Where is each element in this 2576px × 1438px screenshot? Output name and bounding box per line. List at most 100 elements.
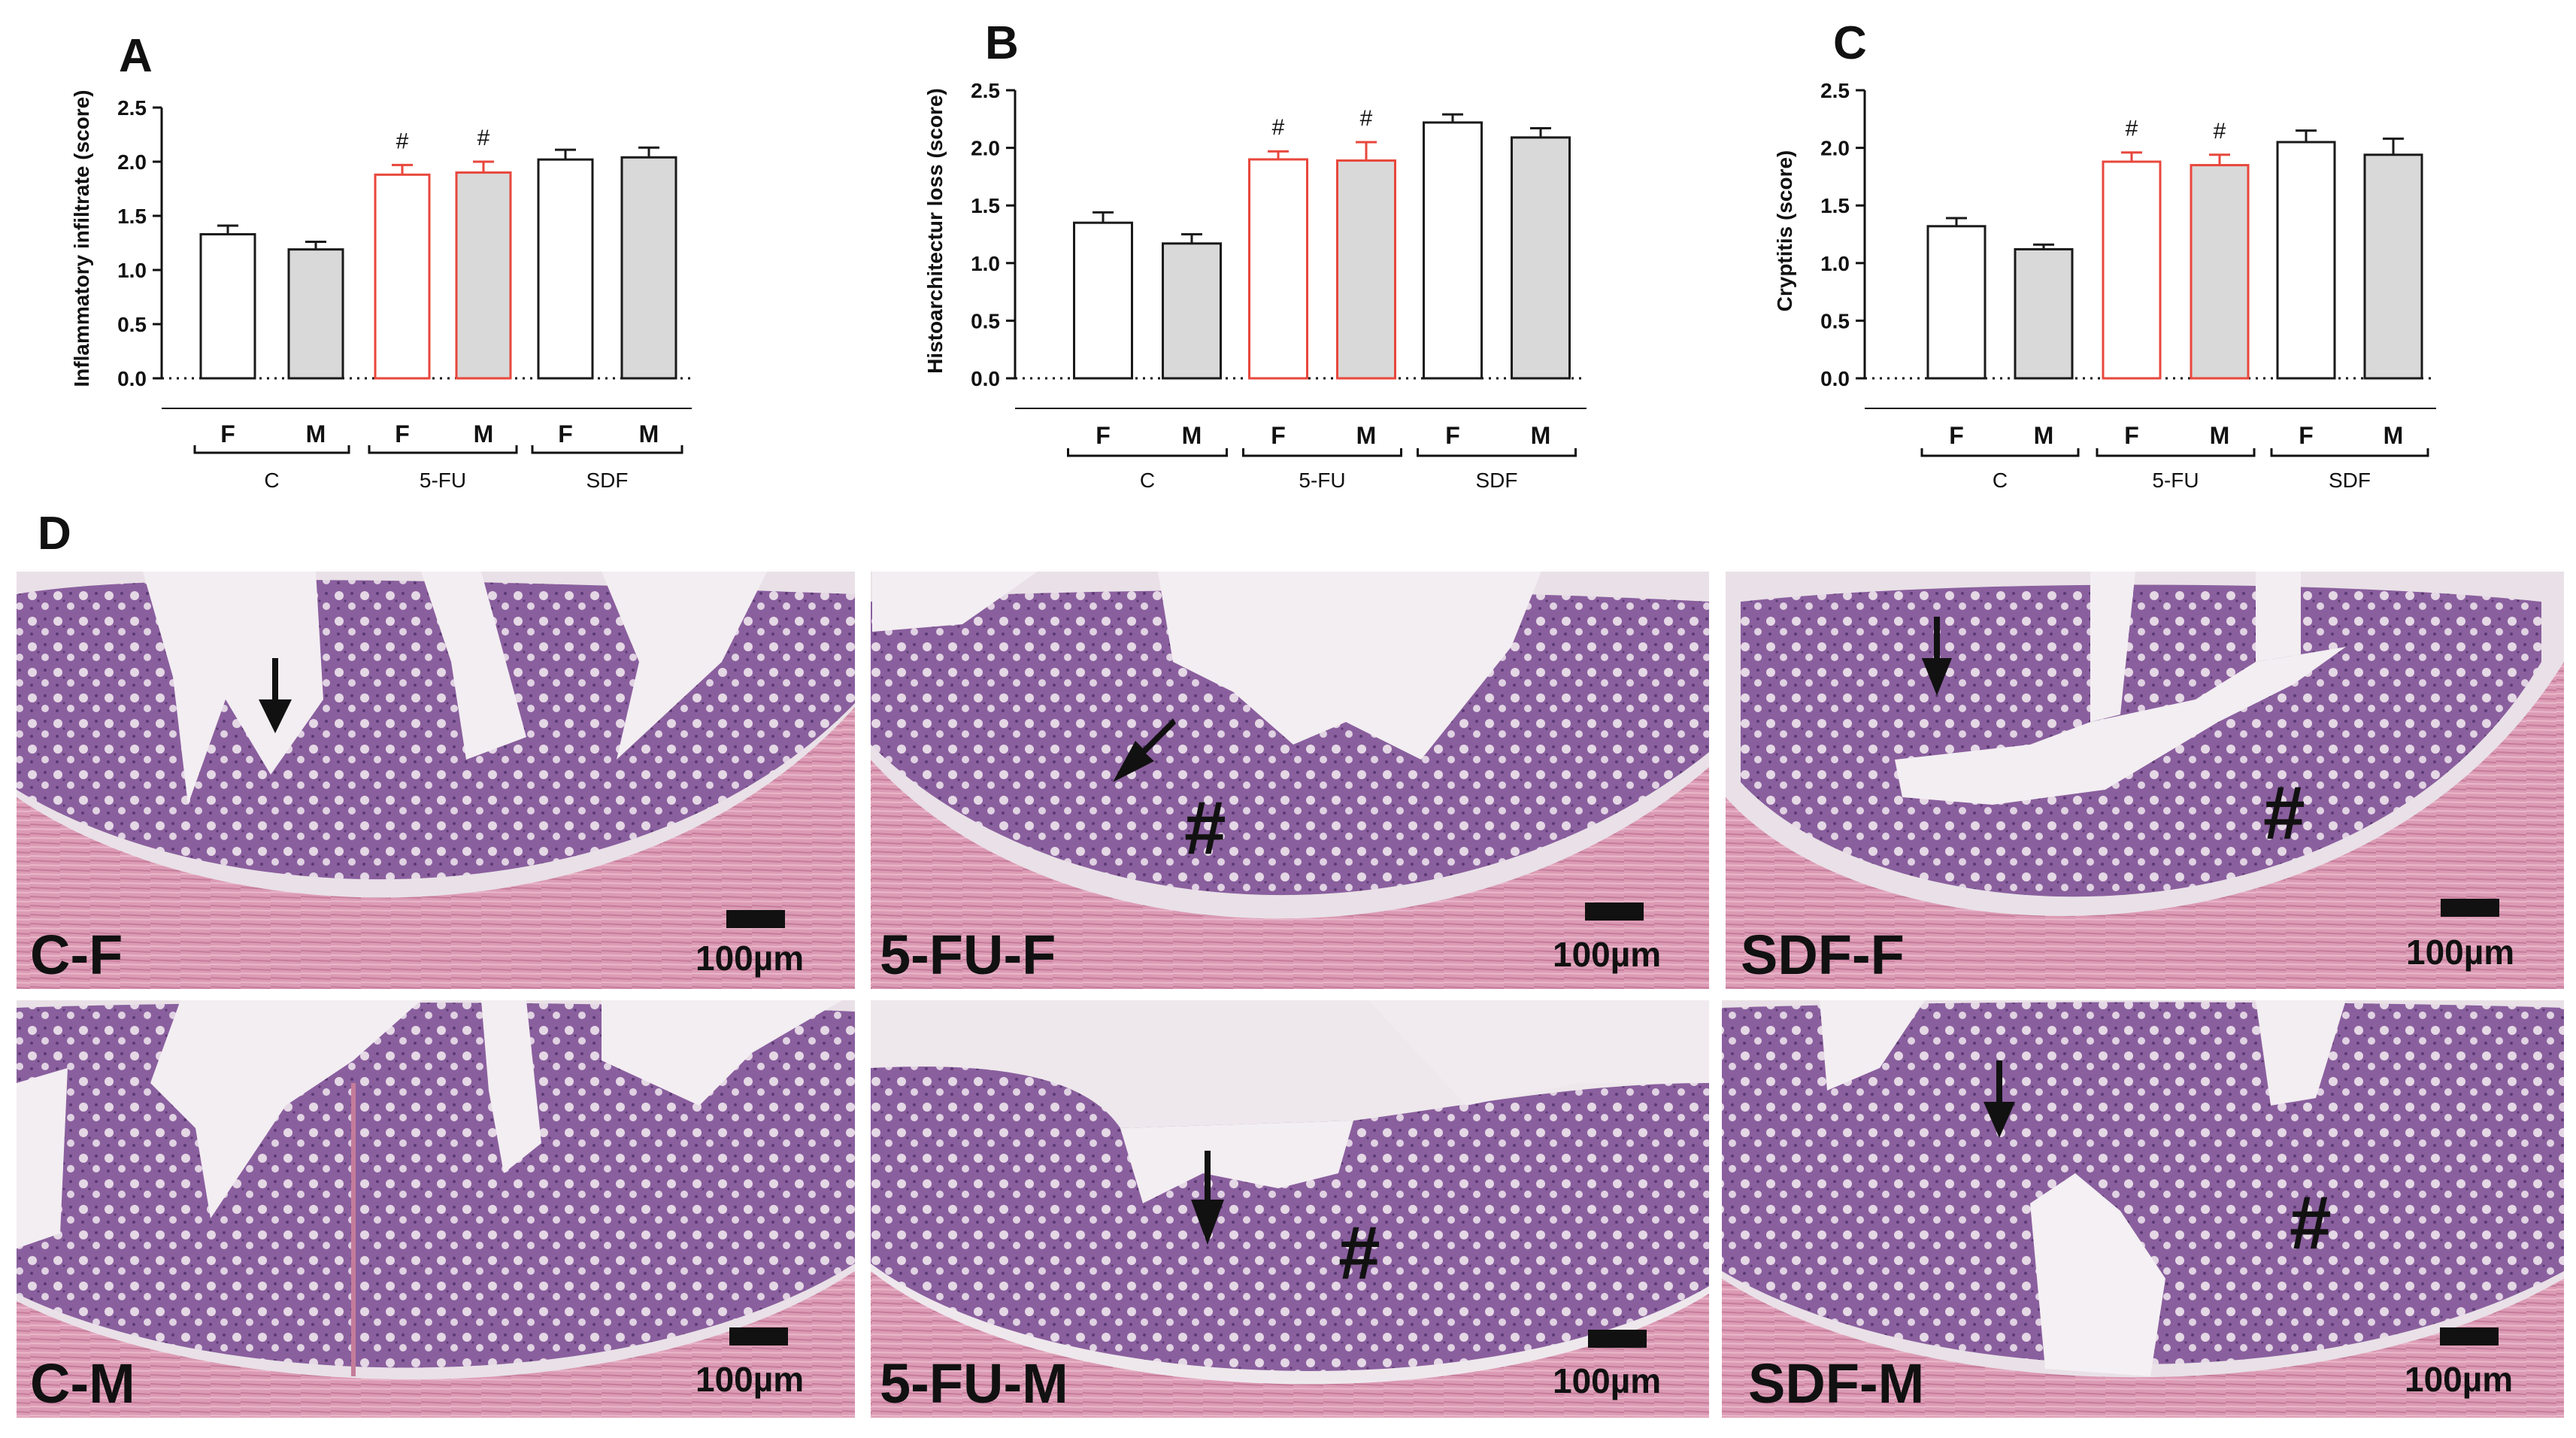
bar <box>199 232 256 380</box>
scale-bar <box>729 1327 788 1345</box>
x-tick-label: M <box>306 420 326 447</box>
bar <box>1248 158 1308 380</box>
y-tick-label: 1.5 <box>1820 194 1850 217</box>
y-tick-label: 0.5 <box>117 313 147 336</box>
bar <box>2190 164 2250 380</box>
significance-marker: # <box>2214 119 2226 144</box>
lumen <box>1158 572 1541 760</box>
y-axis-label: Inflammatory infiltrate (score) <box>70 89 93 387</box>
arrow-icon <box>1984 1060 2015 1138</box>
group-bracket <box>2270 448 2429 457</box>
y-tick-label: 0.5 <box>1820 309 1850 332</box>
panel-letter-b: B <box>985 17 1019 69</box>
arrow-icon <box>1191 1151 1224 1245</box>
panel-letter-a: A <box>119 30 153 82</box>
scale-bar <box>1588 1330 1647 1348</box>
group-label: 5-FU <box>2152 469 2199 492</box>
scale-bar <box>1585 903 1644 921</box>
bar <box>537 158 594 380</box>
group-bracket <box>531 445 683 454</box>
muscle-layer <box>17 1271 855 1418</box>
lumen <box>1368 1000 1709 1106</box>
lumen <box>2256 1000 2346 1106</box>
y-tick-label: 2.0 <box>1820 137 1850 160</box>
bar <box>1073 221 1133 380</box>
micrograph-c-f: C-F 100µm <box>17 572 855 989</box>
micrograph-sdf-f: # SDF-F 100µm <box>1726 572 2564 989</box>
x-tick-label: F <box>1096 422 1111 449</box>
mucosa <box>1722 1002 2564 1364</box>
micrograph-5fu-m: # 5-FU-M 100µm <box>871 1000 1709 1418</box>
group-label: C <box>264 469 279 492</box>
group-bracket <box>193 445 350 454</box>
group-label: C <box>1140 469 1155 492</box>
bar <box>1511 136 1571 380</box>
scale-label: 100µm <box>2405 1360 2513 1399</box>
plot-area: 0.0 0.5 1.0 1.5 2.0 2.5 F M F # M # F M C 5-FU SDF <box>117 96 692 492</box>
micrograph-label: 5-FU-M <box>880 1352 1068 1415</box>
y-tick-label: 1.5 <box>971 194 1000 217</box>
lumen <box>602 572 767 760</box>
significance-marker: # <box>2126 117 2138 141</box>
bar <box>455 171 512 380</box>
bar <box>2102 160 2162 380</box>
lumen <box>421 572 526 760</box>
x-tick-label: M <box>639 420 659 447</box>
y-tick-label: 1.0 <box>1820 252 1850 275</box>
micrograph-c-m: C-M 100µm <box>17 1000 855 1418</box>
group-label: 5-FU <box>420 469 466 492</box>
micrograph-label: 5-FU-F <box>880 924 1056 986</box>
lumen <box>1120 1121 1353 1203</box>
muscle-layer <box>1726 662 2564 989</box>
group-bracket <box>2096 448 2256 457</box>
plot-area: 0.0 0.5 1.0 1.5 2.0 2.5 F M F # M # F M C 5-FU SDF <box>1820 79 2436 492</box>
lumen <box>17 1068 68 1248</box>
x-tick-label: M <box>2384 422 2404 449</box>
lumen <box>1895 647 2346 805</box>
x-tick-label: F <box>2124 422 2139 449</box>
scale-label: 100µm <box>1553 1361 1661 1400</box>
group-bracket <box>1920 448 2080 457</box>
x-tick-label: M <box>2210 422 2230 449</box>
hash-marker: # <box>1338 1211 1380 1295</box>
y-tick-label: 2.5 <box>117 96 147 120</box>
y-tick-label: 2.5 <box>1820 79 1850 102</box>
arrow-icon <box>259 658 292 733</box>
hash-marker: # <box>2263 771 2305 855</box>
lumen <box>602 1000 842 1106</box>
panel-letter-d: D <box>38 508 71 560</box>
x-tick-label: F <box>1949 422 1964 449</box>
group-label: 5-FU <box>1299 469 1345 492</box>
bar <box>1423 121 1483 380</box>
significance-marker: # <box>477 126 490 150</box>
panel-letter-c: C <box>1833 17 1867 69</box>
scale-label: 100µm <box>1553 935 1661 974</box>
bar <box>2276 141 2336 380</box>
group-bracket <box>1067 448 1228 457</box>
bar <box>1162 242 1222 380</box>
group-label: SDF <box>586 469 629 492</box>
scale-bar <box>726 910 785 928</box>
micrograph-sdf-m: # SDF-M 100µm <box>1722 1000 2564 1418</box>
y-tick-label: 0.0 <box>971 367 1000 390</box>
plot-area: 0.0 0.5 1.0 1.5 2.0 2.5 F M F # M # F M C 5-FU SDF <box>971 79 1587 492</box>
arrow-icon <box>1113 718 1176 782</box>
x-tick-label: F <box>2299 422 2314 449</box>
mucosa <box>871 590 1709 896</box>
micrograph-5fu-f: # 5-FU-F 100µm <box>871 572 1709 989</box>
bar <box>2363 153 2423 380</box>
y-tick-label: 1.5 <box>117 205 147 228</box>
arrow-icon <box>1922 617 1952 696</box>
group-label: C <box>1993 469 2008 492</box>
x-tick-label: F <box>1445 422 1460 449</box>
y-tick-label: 2.0 <box>117 150 147 174</box>
lumen <box>150 1000 421 1218</box>
x-tick-label: F <box>558 420 573 447</box>
chart-c: C Cryptitis (score) 0.0 0.5 1.0 1.5 2.0 2.5 F M… <box>1773 17 2436 492</box>
chart-b: B Histoarchitectur loss (score) 0.0 0.5 1.… <box>923 17 1587 492</box>
micrograph-label: SDF-M <box>1748 1352 1924 1415</box>
y-axis-label: Histoarchitectur loss (score) <box>923 88 947 374</box>
lumen <box>143 572 323 805</box>
x-tick-label: F <box>220 420 235 447</box>
micrograph-label: SDF-F <box>1741 924 1905 986</box>
